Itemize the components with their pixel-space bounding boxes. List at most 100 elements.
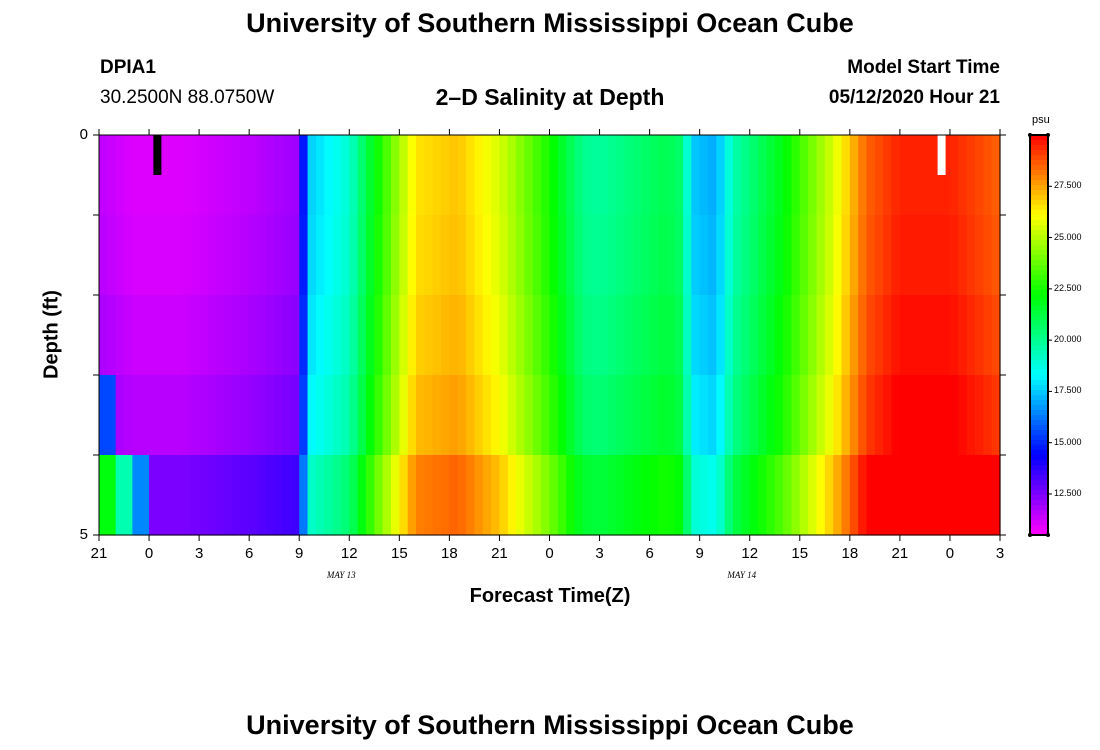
- heatmap-cell: [816, 215, 826, 296]
- heatmap-cell: [340, 215, 350, 296]
- heatmap-cell: [407, 295, 417, 376]
- colorbar-swatch: [1030, 485, 1048, 491]
- time-markers: [153, 135, 946, 175]
- heatmap-cell: [274, 295, 284, 376]
- heatmap-cell: [382, 455, 392, 536]
- colorbar-unit: psu: [1032, 114, 1050, 126]
- heatmap-cell: [357, 295, 367, 376]
- heatmap-cell: [257, 295, 267, 376]
- heatmap-cell: [557, 215, 567, 296]
- heatmap-cell: [607, 375, 617, 456]
- heatmap-cell: [874, 455, 884, 536]
- heatmap-cell: [699, 135, 709, 216]
- heatmap-cell: [199, 455, 209, 536]
- heatmap-cell: [866, 215, 876, 296]
- heatmap-cell: [457, 215, 467, 296]
- heatmap-cell: [466, 295, 476, 376]
- heatmap-cell: [649, 375, 659, 456]
- heatmap-cell: [449, 375, 459, 456]
- heatmap-cell: [240, 375, 250, 456]
- heatmap-cell: [457, 295, 467, 376]
- colorbar-swatch: [1030, 395, 1048, 401]
- heatmap-cell: [282, 375, 292, 456]
- colorbar-swatch: [1030, 310, 1048, 316]
- heatmap-cell: [282, 455, 292, 536]
- heatmap-cell: [307, 295, 317, 376]
- heatmap-cell: [682, 375, 692, 456]
- heatmap-cell: [290, 135, 300, 216]
- heatmap-cell: [149, 375, 158, 456]
- heatmap-cell: [941, 295, 951, 376]
- heatmap-cell: [741, 135, 751, 216]
- heatmap-cell: [958, 295, 968, 376]
- colorbar-swatch: [1030, 290, 1048, 296]
- heatmap-cell: [808, 455, 818, 536]
- station-coordinates: 30.2500N 88.0750W: [100, 87, 275, 108]
- salinity-heatmap: [99, 135, 1001, 536]
- heatmap-cell: [599, 295, 609, 376]
- heatmap-cell: [482, 455, 492, 536]
- colorbar-swatch: [1030, 475, 1048, 481]
- heatmap-cell: [933, 215, 943, 296]
- heatmap-cell: [449, 215, 459, 296]
- heatmap-cell: [666, 295, 676, 376]
- heatmap-cell: [474, 295, 484, 376]
- heatmap-cell: [724, 455, 734, 536]
- heatmap-cell: [799, 135, 809, 216]
- heatmap-cell: [791, 135, 801, 216]
- heatmap-cell: [307, 135, 317, 216]
- heatmap-cell: [674, 455, 684, 536]
- heatmap-cell: [315, 455, 325, 536]
- heatmap-cell: [824, 215, 834, 296]
- heatmap-cell: [749, 455, 759, 536]
- x-tick-label: 21: [90, 545, 108, 562]
- heatmap-cell: [441, 135, 450, 216]
- heatmap-cell: [507, 375, 517, 456]
- heatmap-cell: [933, 455, 943, 536]
- heatmap-cell: [849, 215, 859, 296]
- heatmap-cell: [699, 215, 709, 296]
- heatmap-cell: [799, 375, 809, 456]
- colorbar-swatch: [1030, 265, 1048, 271]
- heatmap-cell: [758, 295, 767, 376]
- colorbar-swatch: [1030, 135, 1048, 141]
- heatmap-cell: [541, 135, 551, 216]
- heatmap-cell: [315, 215, 325, 296]
- heatmap-cell: [499, 135, 509, 216]
- colorbar-corner-dot: [1046, 133, 1050, 137]
- heatmap-cell: [666, 455, 676, 536]
- heatmap-cell: [691, 375, 701, 456]
- heatmap-cell: [841, 135, 851, 216]
- heatmap-cell: [274, 375, 284, 456]
- heatmap-cell: [574, 135, 584, 216]
- heatmap-cell: [649, 215, 659, 296]
- heatmap-cell: [699, 295, 709, 376]
- heatmap-cell: [224, 375, 234, 456]
- heatmap-cell: [657, 455, 667, 536]
- heatmap-cell: [591, 295, 601, 376]
- heatmap-cell: [499, 455, 509, 536]
- heatmap-cell: [107, 135, 117, 216]
- heatmap-cell: [149, 135, 158, 216]
- heatmap-cell: [390, 455, 400, 536]
- heatmap-cell: [774, 215, 784, 296]
- heatmap-cell: [808, 215, 818, 296]
- heatmap-cell: [390, 215, 400, 296]
- colorbar-corner-dot: [1046, 533, 1050, 537]
- heatmap-cell: [199, 135, 209, 216]
- heatmap-cell: [149, 295, 158, 376]
- heatmap-cell: [574, 215, 584, 296]
- heatmap-cell: [899, 295, 909, 376]
- colorbar-swatch: [1030, 420, 1048, 426]
- heatmap-cell: [474, 215, 484, 296]
- heatmap-cell: [891, 375, 901, 456]
- heatmap-cell: [315, 135, 325, 216]
- heatmap-cell: [349, 295, 359, 376]
- heatmap-cell: [874, 375, 884, 456]
- heatmap-cell: [207, 295, 217, 376]
- heatmap-cell: [532, 375, 542, 456]
- heatmap-cell: [365, 215, 375, 296]
- colorbar-swatch: [1030, 360, 1048, 366]
- heatmap-cell: [849, 295, 859, 376]
- heatmap-cell: [991, 135, 1001, 216]
